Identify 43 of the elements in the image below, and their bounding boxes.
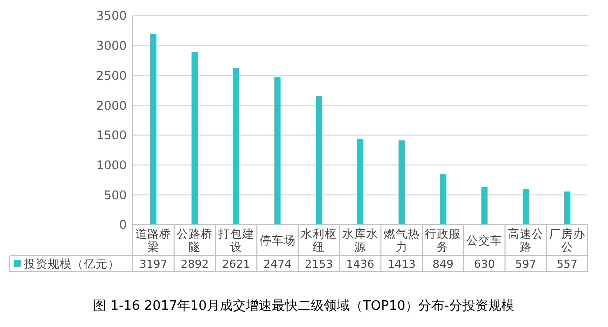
bar	[482, 187, 488, 225]
x-tick-label: 道路桥梁	[136, 227, 172, 254]
x-tick-label: 公交车	[466, 234, 503, 248]
y-tick-label: 3000	[96, 39, 127, 54]
bar	[398, 140, 406, 225]
bar	[192, 52, 198, 225]
data-label: 557	[556, 258, 578, 271]
bar	[150, 34, 157, 225]
data-label: 2474	[264, 258, 292, 271]
data-label: 1436	[346, 258, 374, 271]
legend-label: 投资规模（亿元）	[23, 257, 120, 272]
data-label: 1413	[388, 258, 416, 271]
bar	[233, 68, 240, 225]
x-tick-label: 公路桥隧	[177, 227, 214, 254]
data-label: 2892	[181, 258, 210, 271]
y-tick-label: 500	[104, 188, 127, 202]
data-label: 2621	[222, 258, 250, 271]
x-tick-label: 行政服务	[425, 227, 462, 254]
bar	[357, 139, 364, 225]
x-tick-label: 停车场	[260, 234, 296, 248]
data-label: 597	[515, 258, 536, 271]
y-tick-label: 2000	[96, 98, 127, 113]
data-label: 3197	[140, 258, 168, 271]
x-tick-label: 高速公路	[508, 227, 544, 254]
data-label: 630	[474, 258, 496, 271]
y-tick-label: 3500	[96, 9, 127, 24]
y-tick-label: 1500	[96, 128, 127, 143]
bar	[316, 96, 322, 225]
x-tick-label: 燃气热力	[384, 227, 420, 254]
y-tick-label: 1000	[96, 158, 127, 172]
bar	[274, 77, 281, 225]
bar	[440, 174, 446, 225]
x-tick-label: 水库水源	[342, 227, 378, 254]
x-tick-label: 打包建设	[217, 227, 254, 254]
y-tick-label: 0	[119, 218, 127, 232]
x-tick-label: 厂房办公	[549, 227, 586, 254]
bar	[523, 189, 530, 225]
bar	[564, 192, 571, 225]
data-label: 2153	[305, 258, 334, 271]
y-tick-label: 2500	[96, 68, 127, 83]
text: 图 1-16 2017年10月成交增速最快二级领域（TOP10）分布-分投资规模	[94, 298, 514, 314]
x-tick-label: 水利枢纽	[301, 227, 338, 254]
data-label: 849	[432, 258, 454, 271]
